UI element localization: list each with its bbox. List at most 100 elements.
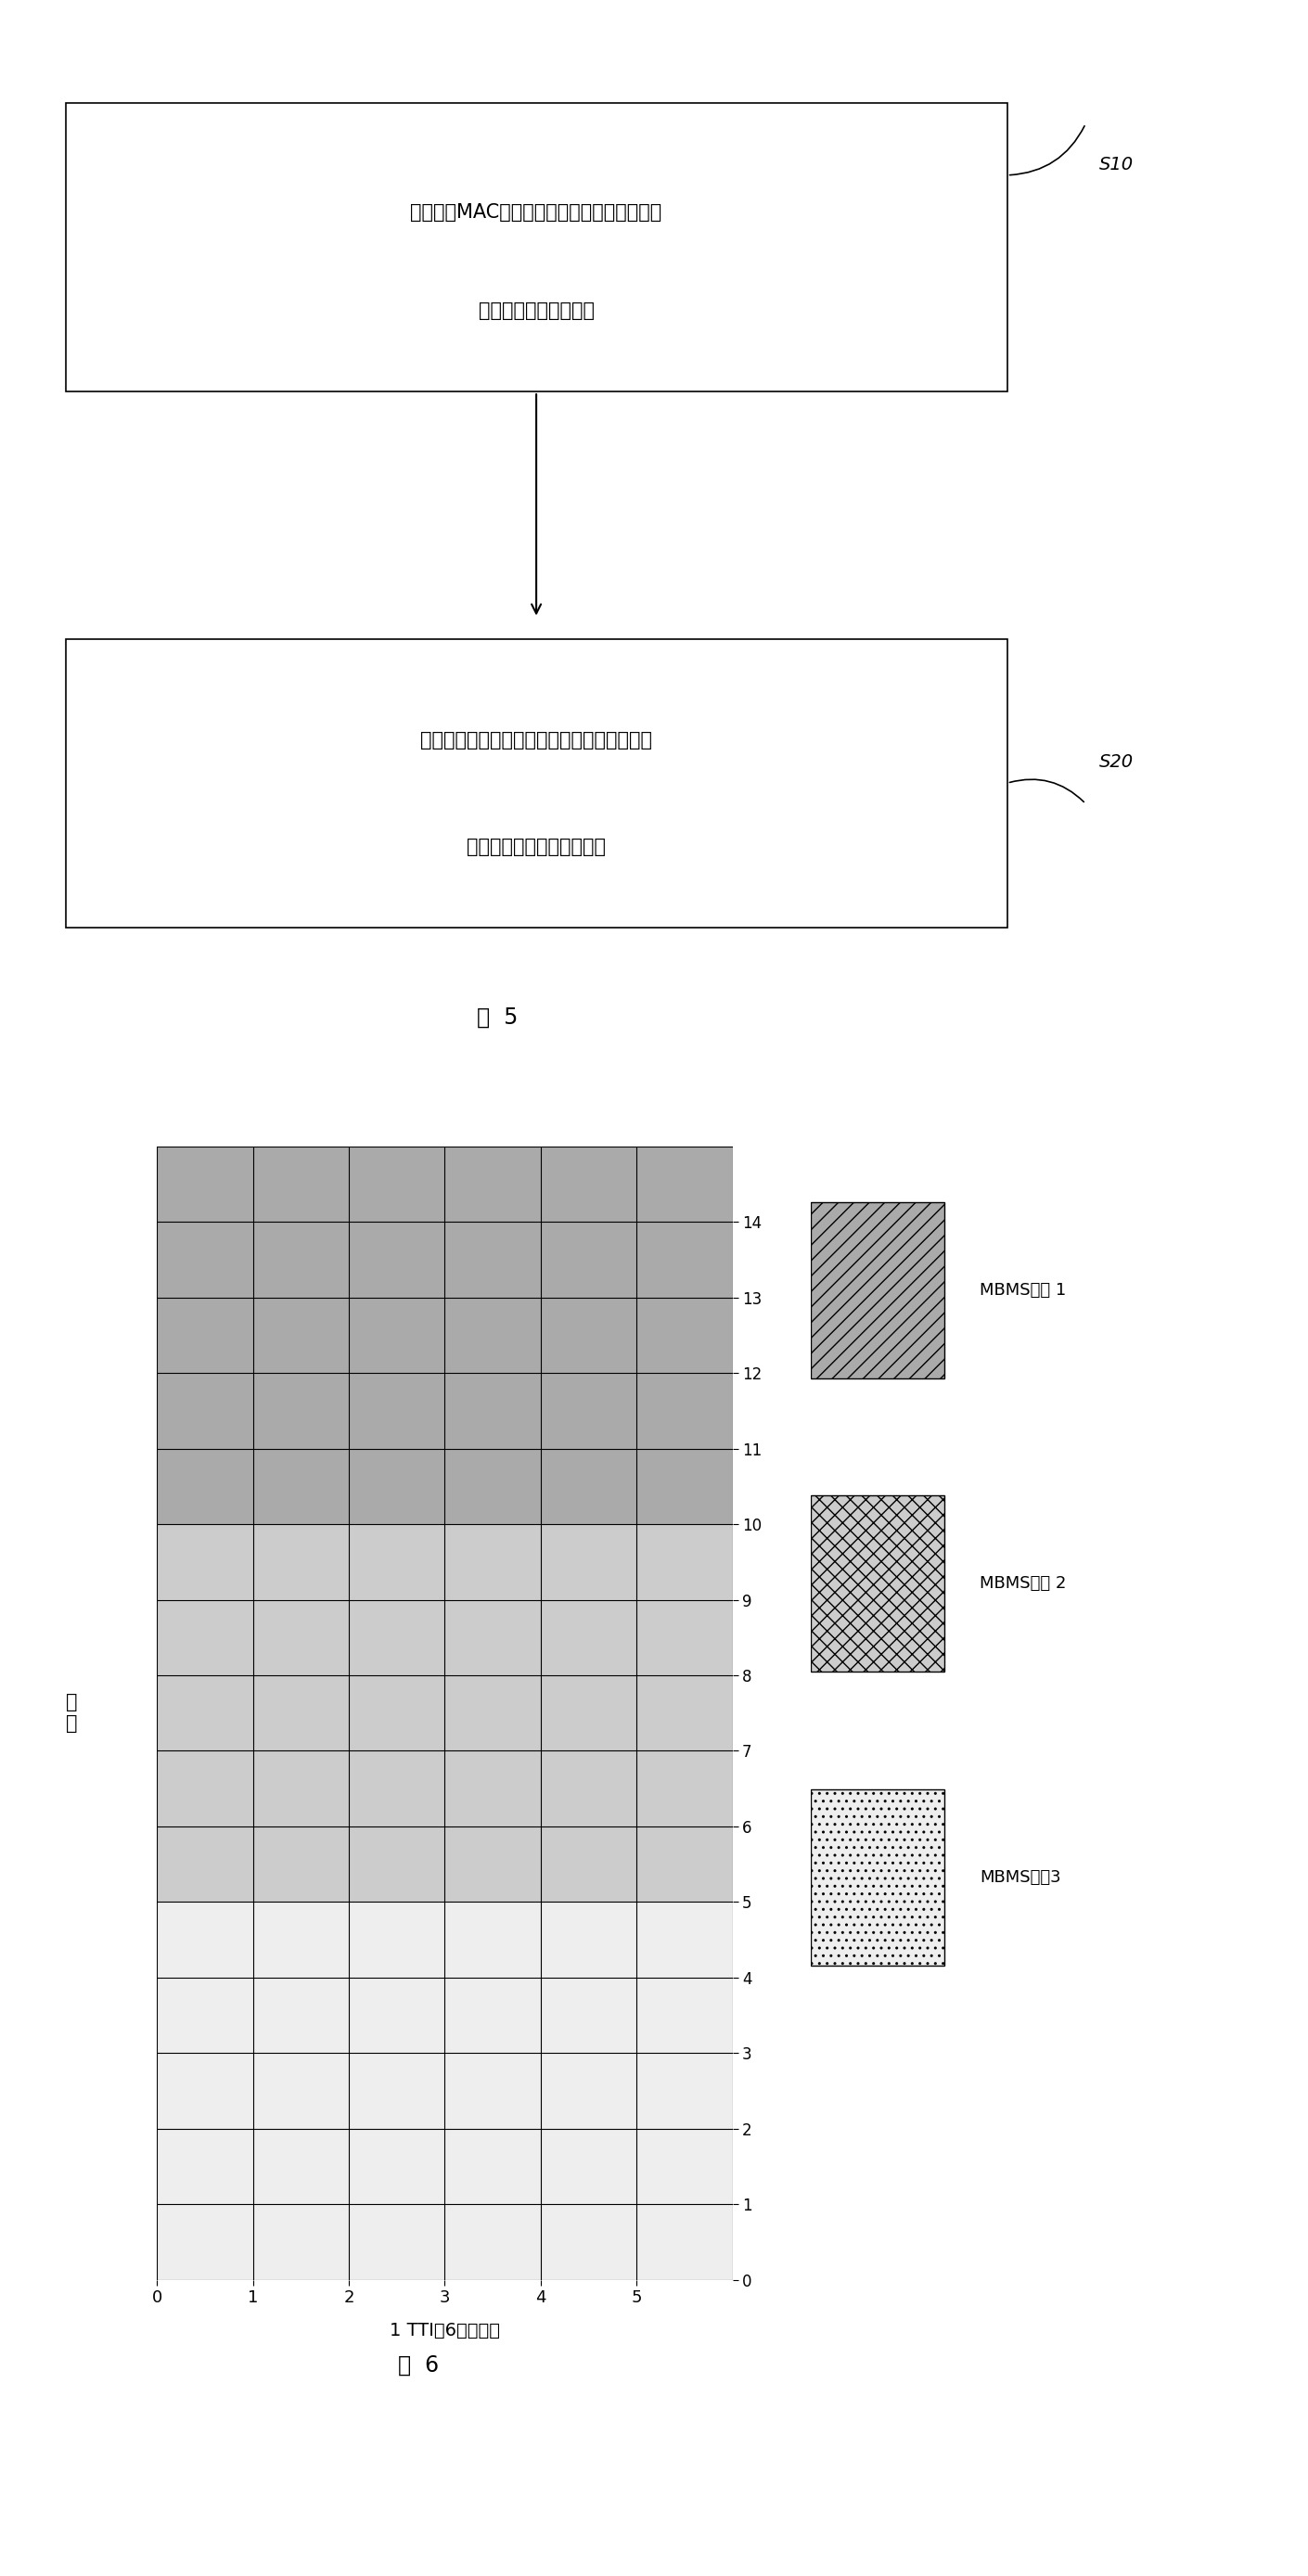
Bar [252,1146,349,1221]
Bar [637,1146,732,1221]
Bar [349,1600,445,1674]
Bar [445,1298,540,1373]
Bar [252,1221,349,1298]
Bar [65,103,1007,392]
Bar [540,2053,637,2128]
Bar [252,1901,349,1978]
Bar [637,1600,732,1674]
Bar [540,1146,637,1221]
Bar [349,1674,445,1752]
Bar [349,2128,445,2205]
Bar [445,1373,540,1448]
Bar [445,1600,540,1674]
Bar [349,1978,445,2053]
Bar [637,1826,732,1901]
Bar [540,1674,637,1752]
Bar [157,1901,252,1978]
Bar [445,2205,540,2280]
Bar [157,1373,252,1448]
Bar [252,1752,349,1826]
Bar [252,1978,349,2053]
Bar [445,1901,540,1978]
Bar [252,1826,349,1901]
Text: 组播业务数据执行复用处理: 组播业务数据执行复用处理 [467,837,606,855]
Bar [540,2205,637,2280]
Bar [65,639,1007,927]
Bar [252,2128,349,2205]
Bar [445,2128,540,2205]
Bar [540,1525,637,1600]
Bar [637,2205,732,2280]
Bar [811,1203,944,1378]
Bar [540,1901,637,1978]
Bar [637,1978,732,2053]
Bar [252,2053,349,2128]
Bar [252,1298,349,1373]
Bar [349,1448,445,1525]
Bar [445,1826,540,1901]
Bar [445,1978,540,2053]
Bar [540,1448,637,1525]
Bar [349,1752,445,1826]
Bar [637,1448,732,1525]
Bar [540,1978,637,2053]
Bar [252,1525,349,1600]
Text: 网络侧将MAC层处理之后的各个广播组播业务: 网络侧将MAC层处理之后的各个广播组播业务 [411,204,662,222]
Bar [157,1978,252,2053]
Bar [540,1600,637,1674]
Bar [637,2053,732,2128]
Bar [349,1373,445,1448]
Text: S10: S10 [1099,157,1133,173]
Bar [637,2128,732,2205]
Bar [540,2128,637,2205]
Text: 频
率: 频 率 [67,1692,77,1734]
Bar [540,1221,637,1298]
Bar [349,1146,445,1221]
Text: 图  5: 图 5 [476,1007,518,1028]
Bar [157,1298,252,1373]
Bar [157,1752,252,1826]
Bar [540,1826,637,1901]
Bar [349,1525,445,1600]
Bar [445,1221,540,1298]
Bar [540,1298,637,1373]
Bar [252,1448,349,1525]
X-axis label: 1 TTI（6个符号）: 1 TTI（6个符号） [390,2321,500,2339]
Bar [540,1373,637,1448]
Text: MBMS业务3: MBMS业务3 [980,1870,1061,1886]
Bar [637,1525,732,1600]
Bar [252,2205,349,2280]
Bar [349,1298,445,1373]
Bar [252,1674,349,1752]
Bar [445,1674,540,1752]
Bar [637,1373,732,1448]
Bar [157,1146,252,1221]
Bar [349,2205,445,2280]
Bar [349,1221,445,1298]
Text: 数据分别传送到物理层: 数据分别传送到物理层 [479,301,594,319]
Bar [157,2128,252,2205]
Bar [445,2053,540,2128]
Bar [637,1901,732,1978]
Bar [811,1497,944,1672]
Bar [445,1525,540,1600]
Bar [637,1298,732,1373]
Bar [252,1600,349,1674]
Bar [349,1826,445,1901]
Bar [637,1674,732,1752]
Bar [252,1373,349,1448]
Text: MBMS业务 2: MBMS业务 2 [980,1577,1066,1592]
Bar [157,1600,252,1674]
Bar [637,1752,732,1826]
Bar [445,1448,540,1525]
Text: S20: S20 [1099,755,1133,770]
Text: 由物理层根据相应的复用控制信息对各个广播: 由物理层根据相应的复用控制信息对各个广播 [420,732,653,750]
Text: 图  6: 图 6 [398,2354,439,2375]
Bar [811,1790,944,1965]
Bar [157,2205,252,2280]
Bar [349,1901,445,1978]
Bar [540,1752,637,1826]
Bar [157,1674,252,1752]
Bar [445,1752,540,1826]
Bar [349,2053,445,2128]
